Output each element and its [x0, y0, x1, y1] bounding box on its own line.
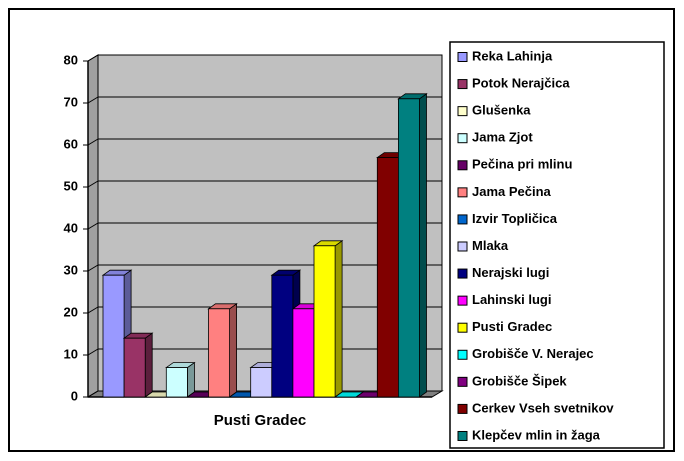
- bar: [165, 367, 188, 398]
- legend-swatch: [457, 187, 468, 198]
- legend-label: Grobišče Šipek: [472, 373, 567, 388]
- legend-label: Jama Pečina: [472, 184, 552, 199]
- bar-side: [229, 303, 238, 398]
- legend-swatch: [457, 241, 468, 252]
- legend-swatch: [457, 52, 468, 62]
- y-tick-label: 60: [64, 136, 78, 151]
- grid-line: [87, 222, 99, 230]
- legend-swatch: [457, 160, 468, 171]
- legend-label: Glušenka: [472, 103, 531, 118]
- grid-line: [87, 306, 99, 314]
- legend-label: Lahinski lugi: [472, 292, 551, 307]
- legend-swatch: [457, 430, 468, 441]
- bar-side: [419, 93, 427, 398]
- legend-swatch: [457, 79, 468, 90]
- legend-label: Izvir Topličica: [472, 211, 558, 226]
- legend-swatch: [457, 349, 468, 360]
- grid-line: [87, 264, 99, 272]
- y-tick-label: 30: [64, 262, 78, 277]
- y-tick-label: 50: [64, 178, 78, 193]
- grid-line: [87, 138, 99, 146]
- y-tick-label: 40: [64, 220, 78, 235]
- legend-label: Reka Lahinja: [472, 48, 553, 63]
- grid-line: [87, 96, 99, 104]
- bar: [123, 337, 146, 398]
- y-tick-label: 0: [71, 388, 78, 403]
- bar-side: [334, 240, 343, 398]
- bar: [102, 274, 125, 398]
- legend-box: [449, 41, 665, 449]
- legend-label: Pusti Gradec: [472, 319, 552, 334]
- legend-swatch: [457, 268, 468, 279]
- legend-label: Mlaka: [472, 238, 509, 253]
- bar: [208, 308, 231, 398]
- grid-line: [87, 180, 99, 188]
- bar: [250, 367, 273, 398]
- legend-swatch: [457, 295, 468, 306]
- y-tick-label: 80: [64, 52, 78, 67]
- legend-label: Jama Zjot: [472, 130, 533, 145]
- bar-side: [144, 332, 153, 398]
- legend-label: Cerkev Vseh svetnikov: [472, 400, 614, 415]
- grid-line: [87, 54, 99, 62]
- legend-swatch: [457, 214, 468, 225]
- bar: [397, 98, 420, 398]
- bar: [271, 274, 294, 398]
- legend-label: Grobišče V. Nerajec: [472, 346, 594, 361]
- legend-label: Nerajski lugi: [472, 265, 549, 280]
- bar: [313, 245, 336, 398]
- legend-label: Klepčev mlin in žaga: [472, 427, 601, 442]
- y-tick-label: 70: [64, 94, 78, 109]
- y-tick-label: 20: [64, 304, 78, 319]
- legend-label: Potok Nerajčica: [472, 76, 570, 91]
- legend-swatch: [457, 106, 468, 117]
- legend-swatch: [457, 403, 468, 414]
- y-tick-label: 10: [64, 346, 78, 361]
- grid-line: [87, 348, 99, 356]
- legend-swatch: [457, 322, 468, 333]
- x-tick-label: Pusti Gradec: [214, 412, 307, 429]
- legend-label: Pečina pri mlinu: [472, 157, 572, 172]
- bar: [376, 157, 399, 398]
- legend-swatch: [457, 376, 468, 387]
- legend-swatch: [457, 133, 468, 144]
- bar: [292, 308, 315, 398]
- grid-line: [87, 390, 99, 398]
- bar-side: [186, 361, 195, 398]
